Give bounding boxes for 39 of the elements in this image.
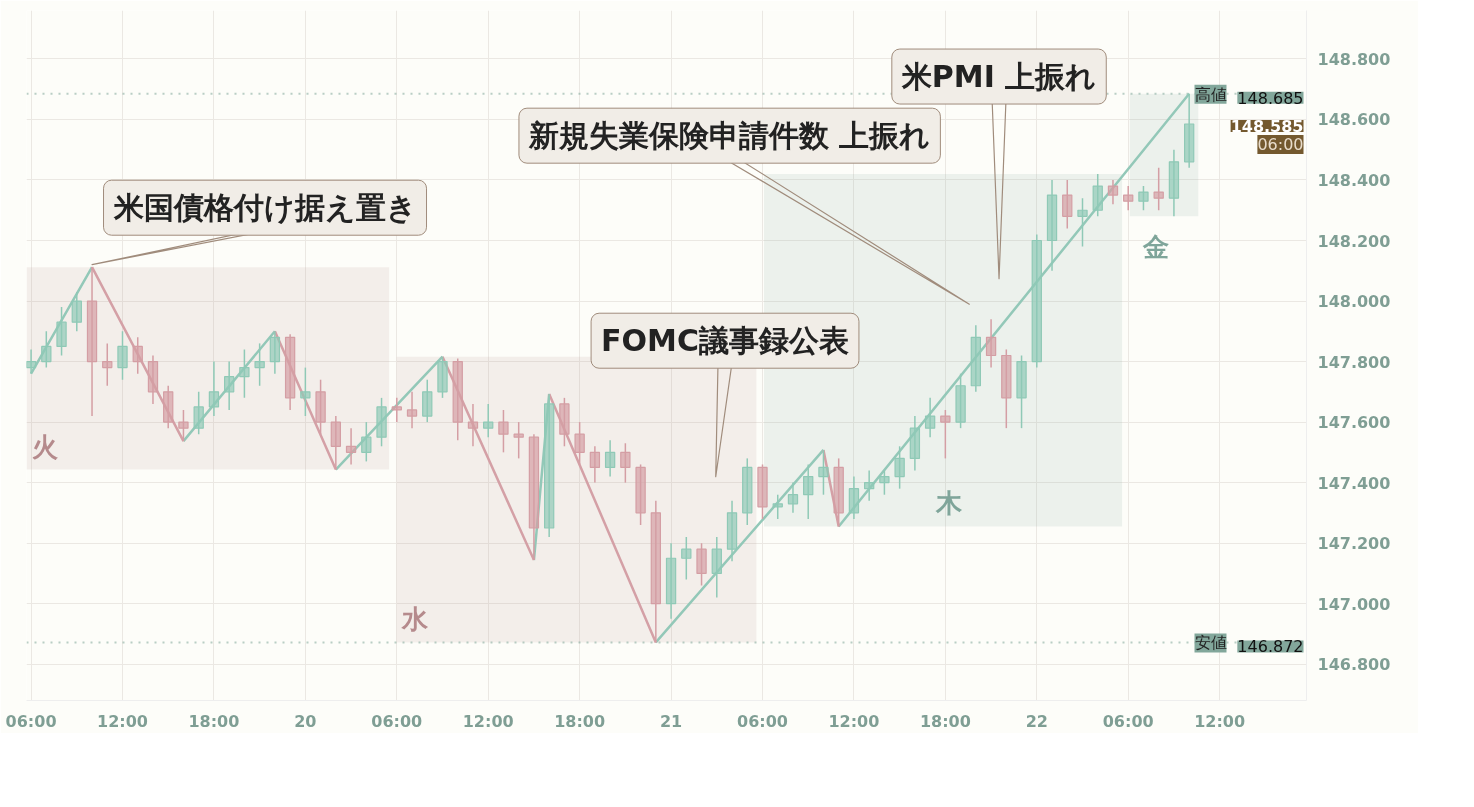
x-tick-label: 12:00 — [1194, 711, 1246, 731]
y-tick-label: 147.800 — [1317, 352, 1391, 372]
x-tick-label: 06:00 — [737, 711, 788, 731]
x-tick-label: 18:00 — [919, 711, 971, 731]
y-tick-label: 148.600 — [1317, 110, 1391, 130]
x-tick-label: 06:00 — [371, 711, 423, 731]
x-tick-label: 12:00 — [462, 711, 514, 731]
y-tick-label: 147.400 — [1317, 473, 1391, 493]
x-tick-label: 18:00 — [188, 711, 240, 731]
annotation: FOMC議事録公表 — [601, 323, 849, 359]
x-tick-label: 12:00 — [97, 711, 148, 731]
y-tick-label: 146.800 — [1317, 655, 1391, 675]
x-tick-label: 20 — [294, 711, 317, 731]
x-tick-label: 06:00 — [1102, 711, 1154, 731]
y-tick-label: 147.200 — [1317, 534, 1391, 554]
ref-line-label: 安値 — [1194, 633, 1227, 653]
x-tick-label: 06:00 — [5, 711, 57, 731]
annotation: 米国債格付け据え置き — [112, 190, 417, 226]
y-tick-label: 147.600 — [1317, 413, 1391, 433]
annotation: 148.685 — [1237, 88, 1304, 108]
band-label: 木 — [934, 488, 963, 519]
annotation: 148.585 — [1230, 116, 1304, 136]
x-tick-label: 21 — [659, 711, 683, 731]
x-tick-label: 18:00 — [554, 711, 606, 731]
ref-line-label: 高値 — [1194, 84, 1227, 104]
x-tick-label: 22 — [1025, 711, 1048, 731]
y-tick-label: 147.000 — [1317, 594, 1391, 614]
y-tick-label: 148.800 — [1317, 49, 1391, 69]
annotation: 米PMI 上振れ — [900, 59, 1097, 95]
annotation: 新規失業保険申請件数 上振れ — [527, 118, 931, 154]
band-label: 金 — [1142, 232, 1170, 263]
band-label: 水 — [401, 604, 430, 635]
annotation: 146.872 — [1237, 637, 1304, 657]
annotation: 06:00 — [1257, 134, 1304, 154]
band-label: 火 — [31, 431, 59, 462]
y-tick-label: 148.000 — [1317, 292, 1391, 312]
y-tick-label: 148.200 — [1317, 231, 1391, 251]
x-tick-label: 12:00 — [828, 711, 880, 731]
y-tick-label: 148.400 — [1317, 170, 1391, 190]
